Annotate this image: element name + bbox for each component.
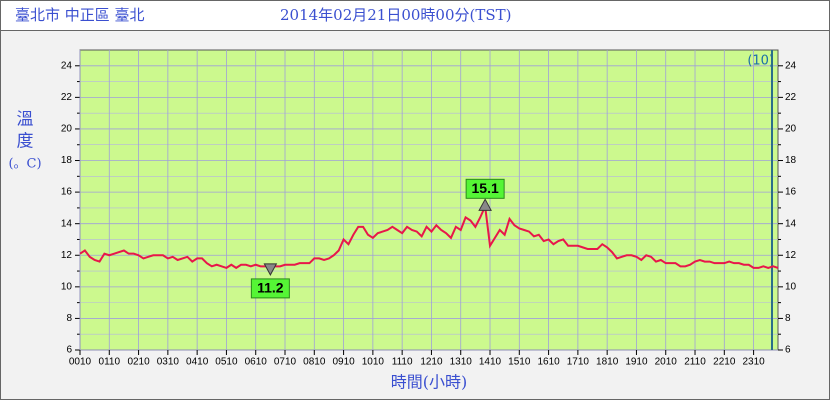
y-axis-label: 度	[17, 132, 34, 152]
y-tick-label: 8	[66, 313, 72, 324]
x-tick-label: 1710	[567, 357, 590, 368]
y2-tick-label: 12	[785, 250, 797, 261]
x-tick-label: 0610	[245, 357, 268, 368]
x-tick-label: 1310	[450, 357, 473, 368]
x-tick-label: 2010	[655, 357, 678, 368]
annotation-box	[465, 178, 505, 199]
y2-tick-label: 18	[785, 155, 797, 166]
annotation-label: 11.2	[257, 280, 284, 296]
x-tick-label: 2310	[742, 357, 765, 368]
x-tick-label: 1810	[596, 357, 619, 368]
y2-tick-label: 10	[785, 281, 797, 292]
y-tick-label: 14	[61, 218, 73, 229]
y-tick-label: 24	[61, 60, 73, 71]
y-tick-label: 12	[61, 250, 73, 261]
y-axis-label: 溫	[17, 110, 34, 130]
plot-area	[79, 49, 779, 351]
x-tick-label: 0310	[157, 357, 180, 368]
y-tick-label: 6	[66, 345, 72, 356]
x-tick-label: 0710	[274, 357, 297, 368]
location: 臺北市 中正區 臺北	[15, 6, 145, 24]
x-tick-label: 1010	[362, 357, 385, 368]
x-tick-label: 1910	[625, 357, 648, 368]
x-tick-label: 0910	[332, 357, 355, 368]
header-bar	[0, 0, 830, 31]
x-axis-label: 時間(小時)	[391, 373, 468, 392]
x-tick-label: 2110	[684, 357, 706, 368]
x-tick-label: 0110	[99, 357, 121, 368]
x-tick-label: 0210	[127, 357, 150, 368]
extreme-marker	[478, 198, 492, 211]
y2-tick-label: 22	[785, 92, 797, 103]
y2-tick-label: 20	[785, 124, 797, 135]
legend-label: (10)	[747, 54, 774, 69]
y2-tick-label: 6	[785, 345, 791, 356]
y-tick-label: 20	[61, 124, 73, 135]
annotation-box	[250, 278, 290, 299]
x-tick-label: 1410	[479, 357, 502, 368]
y-tick-label: 22	[61, 92, 73, 103]
x-tick-label: 0010	[69, 357, 92, 368]
y-tick-label: 16	[61, 187, 73, 198]
x-tick-label: 0410	[186, 357, 209, 368]
x-tick-label: 0810	[303, 357, 326, 368]
x-tick-label: 1610	[537, 357, 560, 368]
y2-tick-label: 16	[785, 187, 797, 198]
y2-tick-label: 24	[785, 60, 797, 71]
temperature-line	[79, 202, 779, 270]
x-tick-label: 0510	[215, 357, 238, 368]
x-tick-label: 1210	[420, 357, 443, 368]
y-axis-label: (。C)	[8, 157, 41, 172]
extreme-marker	[263, 263, 278, 276]
y2-tick-label: 8	[785, 313, 791, 324]
y-tick-label: 18	[61, 155, 73, 166]
x-tick-label: 1110	[392, 357, 413, 368]
x-tick-label: 1510	[508, 357, 531, 368]
x-tick-label: 2210	[713, 357, 736, 368]
annotation-label: 15.1	[472, 180, 499, 196]
datetime: 2014年02月21日00時00分(TST)	[280, 6, 512, 24]
y-tick-label: 10	[61, 281, 73, 292]
y2-tick-label: 14	[785, 218, 797, 229]
